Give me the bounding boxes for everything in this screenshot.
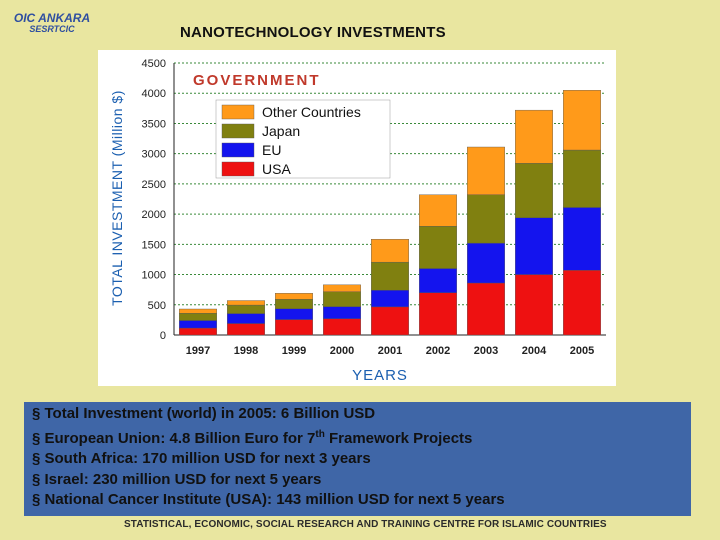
bar-other-countries-1999	[275, 293, 313, 300]
chart-container: 0 500 1000 1500 2000 2500 3000 3500 4000 4500 1997…	[98, 50, 616, 386]
bar-other-countries-2003	[467, 146, 505, 195]
bar-eu-1999	[275, 308, 313, 320]
info-box: § Total Investment (world) in 2005: 6 Bi…	[24, 402, 691, 516]
organization-logo: OIC ANKARA SESRTCIC	[12, 11, 92, 35]
bar-usa-1998	[227, 323, 265, 336]
bar-usa-2004	[515, 274, 553, 336]
y-tick-label: 2500	[142, 179, 166, 191]
bar-usa-2002	[419, 292, 457, 336]
bullet-european-union: § European Union: 4.8 Billion Euro for 7…	[32, 428, 473, 447]
legend-swatch	[221, 123, 255, 139]
logo-line2: SESRTCIC	[29, 24, 75, 35]
x-tick-label: 2004	[522, 345, 547, 357]
bar-other-countries-2001	[371, 238, 409, 263]
bar-japan-1997	[179, 313, 217, 321]
bar-usa-2001	[371, 306, 409, 336]
superscript: th	[315, 428, 325, 440]
bullet-israel: § Israel: 230 million USD for next 5 yea…	[32, 470, 322, 488]
legend-swatch	[221, 104, 255, 120]
bar-other-countries-2002	[419, 194, 457, 227]
y-axis-label: TOTAL INVESTMENT (Million $)	[109, 90, 125, 306]
bar-usa-2005	[563, 270, 601, 336]
logo-line1: OIC ANKARA	[13, 11, 91, 25]
bullet-nci: § National Cancer Institute (USA): 143 m…	[32, 491, 505, 508]
bar-eu-1997	[179, 320, 217, 329]
y-tick-label: 1500	[142, 239, 166, 251]
y-tick-label: 1000	[142, 270, 166, 282]
bar-japan-2004	[515, 163, 553, 218]
bar-other-countries-2005	[563, 90, 601, 151]
y-tick-label: 2000	[142, 209, 166, 221]
bar-japan-2005	[563, 149, 601, 208]
stacked-bar-chart: 0 500 1000 1500 2000 2500 3000 3500 4000 4500 1997…	[109, 58, 606, 384]
bar-other-countries-1997	[179, 308, 217, 314]
bar-other-countries-2000	[323, 284, 361, 292]
bar-eu-2004	[515, 217, 553, 275]
legend-label: Japan	[262, 123, 300, 139]
x-tick-label: 2000	[330, 345, 354, 357]
bar-usa-2000	[323, 318, 361, 336]
bar-japan-2001	[371, 261, 409, 291]
bar-usa-1997	[179, 327, 217, 336]
legend-label: Other Countries	[262, 104, 361, 120]
bar-eu-2005	[563, 207, 601, 271]
x-tick-label: 1998	[234, 345, 258, 357]
y-tick-label: 3500	[142, 118, 166, 130]
page-title: NANOTECHNOLOGY INVESTMENTS	[180, 24, 446, 41]
bar-other-countries-2004	[515, 109, 553, 164]
bar-usa-2003	[467, 282, 505, 336]
y-tick-label: 0	[160, 330, 166, 342]
legend-label: USA	[262, 161, 291, 177]
x-tick-label: 2005	[570, 345, 594, 357]
bar-eu-2002	[419, 268, 457, 293]
y-tick-label: 3000	[142, 149, 166, 161]
footer-text: STATISTICAL, ECONOMIC, SOCIAL RESEARCH A…	[124, 519, 607, 530]
bar-japan-1999	[275, 299, 313, 309]
legend-swatch	[221, 161, 255, 177]
y-tick-label: 4000	[142, 88, 166, 100]
bar-eu-2003	[467, 242, 505, 284]
x-axis-label: YEARS	[352, 367, 408, 384]
x-tick-label: 2003	[474, 345, 498, 357]
bar-eu-2001	[371, 290, 409, 308]
bar-eu-1998	[227, 313, 265, 324]
bar-japan-2002	[419, 225, 457, 269]
x-tick-label: 2001	[378, 345, 402, 357]
bar-eu-2000	[323, 306, 361, 319]
bar-japan-1998	[227, 304, 265, 314]
y-tick-label: 500	[148, 300, 166, 312]
x-tick-label: 1997	[186, 345, 210, 357]
x-tick-label: 1999	[282, 345, 306, 357]
bullet-south-africa: § South Africa: 170 million USD for next…	[32, 450, 371, 467]
bar-japan-2003	[467, 194, 505, 244]
bullet-total-investment: § Total Investment (world) in 2005: 6 Bi…	[32, 405, 376, 422]
chart-title: GOVERNMENT	[193, 72, 321, 89]
bar-other-countries-1998	[227, 300, 265, 306]
bar-japan-2000	[323, 291, 361, 307]
x-tick-label: 2002	[426, 345, 450, 357]
legend-label: EU	[262, 142, 281, 158]
legend-swatch	[221, 142, 255, 158]
bar-usa-1999	[275, 319, 313, 336]
y-tick-label: 4500	[142, 58, 166, 70]
